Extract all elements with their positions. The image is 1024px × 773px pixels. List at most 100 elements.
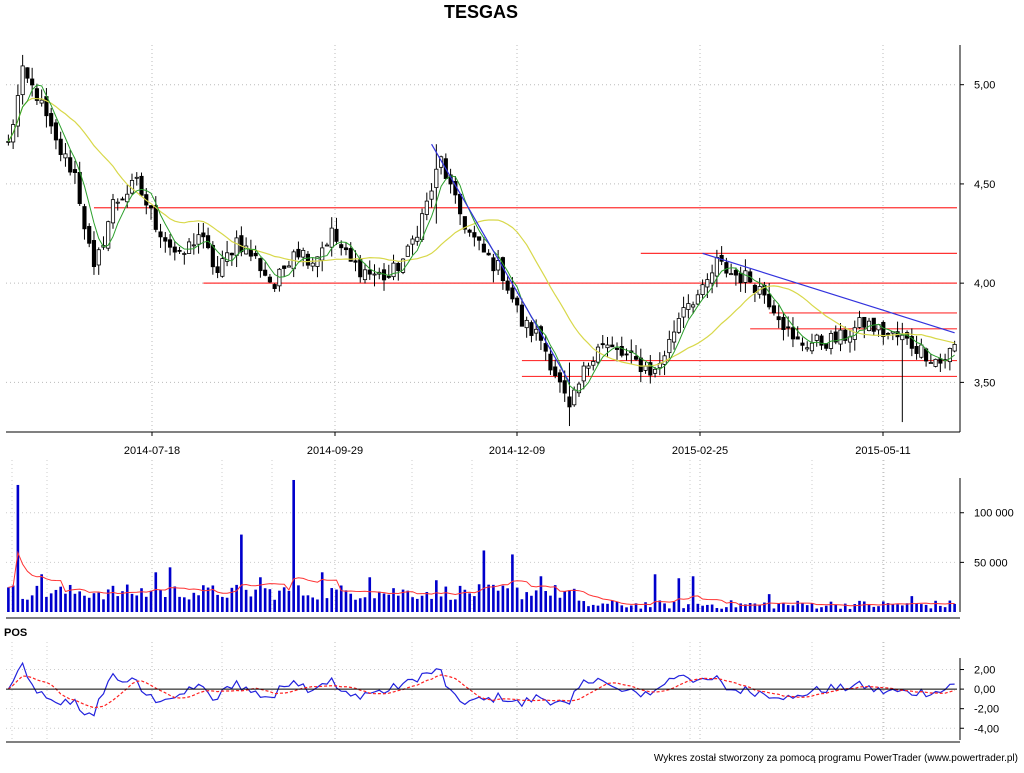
volume-bar (891, 604, 895, 612)
price-tick-label: 5,00 (974, 80, 995, 92)
candle-body (20, 65, 25, 96)
volume-bar (582, 601, 586, 612)
volume-bar (268, 589, 272, 612)
candle-body (6, 141, 11, 143)
volume-bar (648, 607, 652, 612)
volume-bar (696, 603, 700, 612)
candle-body (477, 236, 482, 241)
candle-body (705, 279, 710, 288)
date-tick-label: 2015-02-25 (672, 445, 728, 457)
candle-body (49, 113, 54, 127)
volume-bar (68, 584, 72, 612)
chart-title: TESGAS (444, 2, 518, 22)
volume-bar (801, 603, 804, 612)
oscillator-tick-label: 2,00 (974, 665, 995, 677)
candle-body (610, 344, 615, 348)
candle-body (191, 244, 196, 247)
volume-bar (549, 595, 552, 612)
candle-body (686, 303, 691, 310)
trend-line (431, 143, 570, 383)
volume-bar (530, 595, 533, 612)
candle-body (210, 244, 215, 268)
volume-bar (758, 604, 761, 612)
oscillator-grid (6, 642, 957, 740)
volume-bar (948, 600, 952, 612)
candle-body (429, 190, 434, 200)
candle-body (819, 335, 824, 346)
candle-body (743, 270, 748, 283)
candle-body (595, 346, 601, 363)
volume-bar (658, 600, 662, 612)
volume-bars (7, 479, 956, 612)
volume-bar (415, 598, 419, 612)
volume-bar (777, 603, 780, 612)
volume-bar (515, 587, 519, 612)
volume-bar (102, 599, 105, 612)
volume-bar (16, 484, 20, 612)
candle-body (795, 336, 800, 340)
volume-bar (691, 576, 695, 612)
volume-bar (387, 594, 391, 612)
candle-body (786, 326, 791, 329)
volume-bar (763, 602, 766, 612)
volume-bar (335, 589, 338, 612)
candle-body (348, 248, 353, 262)
candle-body (524, 319, 529, 329)
volume-bar (358, 598, 362, 612)
candle-body (177, 249, 182, 252)
candle-body (472, 232, 477, 238)
volume-bar (463, 589, 467, 612)
volume-bar (87, 597, 91, 612)
candle-body (458, 193, 463, 215)
volume-bar (687, 604, 690, 612)
candle-body (72, 169, 78, 173)
volume-bar (301, 595, 305, 612)
volume-bar (706, 604, 709, 612)
candle-body (310, 262, 315, 267)
volume-bar (644, 602, 647, 612)
volume-bar (739, 603, 742, 612)
oscillator-axis: 2,00 0,00 -2,00 -4,00 (6, 658, 999, 743)
volume-bar (292, 479, 295, 612)
candle-body (258, 258, 263, 272)
candle-body (415, 236, 420, 242)
candle-body (614, 347, 620, 350)
volume-bar (615, 601, 619, 612)
candle-body (729, 273, 734, 276)
volume-tick-label: 50 000 (974, 557, 1008, 569)
candle-body (139, 175, 144, 196)
candle-body (305, 253, 311, 266)
volume-bar (587, 606, 590, 612)
volume-tick-label: 100 000 (974, 508, 1014, 520)
volume-bar (320, 572, 324, 612)
oscillator-line (7, 661, 955, 717)
volume-bar (639, 608, 643, 612)
candle-body (91, 240, 97, 267)
candle-body (909, 336, 914, 349)
candle-body (15, 95, 20, 127)
volume-bar (325, 598, 329, 612)
candle-body (605, 344, 610, 349)
volume-bar (862, 601, 866, 612)
candle-body (405, 245, 410, 257)
candle-body (225, 252, 230, 262)
volume-bar (73, 593, 77, 612)
price-grid (6, 45, 957, 432)
volume-bar (64, 593, 67, 612)
volume-bar (121, 591, 124, 612)
price-tick-label: 3,50 (974, 377, 995, 389)
candle-body (710, 272, 715, 284)
candle-body (82, 206, 87, 230)
candle-body (724, 262, 729, 274)
date-tick-label: 2015-05-11 (855, 445, 910, 457)
volume-axis: 50 000 100 000 (6, 478, 1014, 619)
volume-bar (202, 585, 205, 612)
volume-bar (282, 587, 286, 612)
candle-body (833, 331, 838, 343)
volume-bar (839, 608, 842, 612)
volume-bar (377, 591, 381, 612)
volume-bar (468, 593, 471, 612)
candle-body (814, 334, 819, 341)
volume-bar (392, 588, 395, 612)
